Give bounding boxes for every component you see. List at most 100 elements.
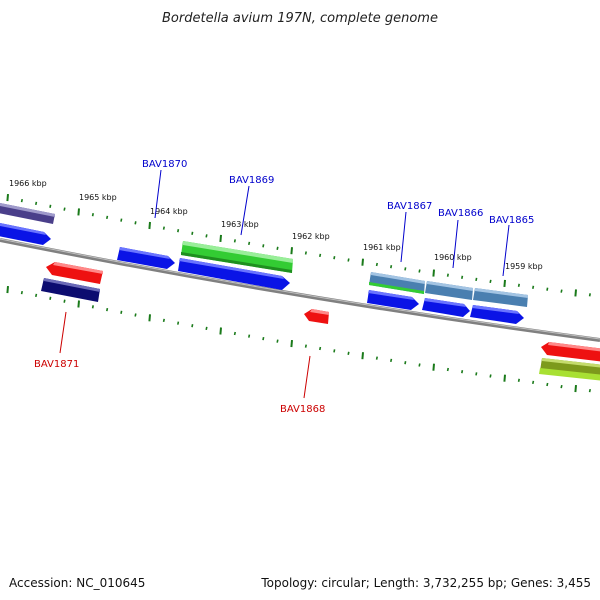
- lower-scale-tick: [248, 334, 251, 338]
- upper-scale-tick: [77, 208, 80, 216]
- lower-scale-tick: [319, 346, 322, 351]
- gene-feature-steel-3[interactable]: [473, 288, 528, 307]
- upper-scale-tick: [177, 229, 180, 233]
- lower-scale-tick: [191, 324, 194, 328]
- upper-scale-tick: [219, 234, 222, 242]
- lower-scale-tick: [262, 336, 265, 341]
- lower-scale-tick: [560, 384, 563, 389]
- lower-scale-tick: [532, 380, 535, 385]
- upper-scale-tick: [248, 241, 251, 246]
- upper-scale-tick: [290, 247, 293, 255]
- lower-scale-tick: [77, 300, 80, 308]
- upper-scale-tick: [205, 234, 208, 238]
- gene-feature-blue-4[interactable]: [367, 290, 419, 310]
- lower-scale-tick: [6, 286, 9, 294]
- lower-scale-tick: [162, 318, 165, 323]
- gene-features: [0, 203, 600, 381]
- upper-scale-tick: [262, 244, 265, 248]
- gene-feature-blue-6[interactable]: [470, 305, 524, 324]
- gene-feature-steel-1[interactable]: [369, 272, 425, 294]
- upper-scale-tick: [91, 213, 94, 217]
- gene-label-bav1871[interactable]: BAV1871: [34, 359, 79, 370]
- lower-scale-tick: [120, 310, 123, 314]
- upper-scale-tick: [588, 293, 591, 297]
- upper-scale-tick: [20, 198, 23, 203]
- lower-scale-tick: [503, 374, 506, 382]
- gene-label-bav1869[interactable]: BAV1869: [229, 175, 274, 186]
- lower-scale-tick: [177, 321, 180, 325]
- scale-label-1961: 1961 kbp: [363, 243, 401, 252]
- lower-scale-tick: [134, 313, 137, 317]
- label-leader-lines: [59, 169, 510, 399]
- upper-scale-tick: [446, 273, 449, 277]
- lower-scale-tick: [20, 290, 23, 295]
- lower-scale-tick: [205, 326, 208, 331]
- lower-scale-tick: [461, 370, 464, 374]
- scale-label-1965: 1965 kbp: [79, 193, 117, 202]
- gene-feature-blue-1[interactable]: [0, 222, 51, 245]
- upper-scale-tick: [148, 221, 151, 230]
- upper-scale-tick: [134, 221, 137, 225]
- upper-scale-tick: [304, 251, 307, 255]
- gene-feature-red-1[interactable]: [46, 262, 103, 284]
- lower-scale-tick: [347, 351, 350, 355]
- upper-scale-tick: [233, 239, 236, 243]
- upper-scale-tick: [191, 231, 194, 235]
- upper-scale-tick: [574, 289, 577, 297]
- lower-scale-tick: [574, 385, 577, 393]
- gene-feature-navy[interactable]: [41, 278, 100, 302]
- gene-label-bav1866[interactable]: BAV1866: [438, 208, 483, 219]
- scale-label-1966: 1966 kbp: [9, 179, 47, 188]
- lower-scale-tick: [361, 352, 364, 360]
- lower-scale-tick: [446, 367, 449, 372]
- lower-scale-tick: [35, 293, 38, 298]
- upper-scale-tick: [162, 226, 165, 230]
- gene-label-bav1868[interactable]: BAV1868: [280, 404, 325, 415]
- gene-feature-steel-2[interactable]: [425, 281, 473, 300]
- lower-scale-tick: [489, 374, 492, 378]
- gene-feature-blue-5[interactable]: [422, 298, 470, 317]
- scale-label-1964: 1964 kbp: [150, 207, 188, 216]
- lower-scale-tick: [390, 358, 393, 363]
- upper-scale-tick: [418, 269, 421, 273]
- gene-label-bav1870[interactable]: BAV1870: [142, 159, 187, 170]
- lower-scale-tick: [404, 361, 407, 365]
- gene-label-bav1867[interactable]: BAV1867: [387, 201, 432, 212]
- map-title: Bordetella avium 197N, complete genome: [162, 11, 438, 26]
- upper-scale-tick: [63, 207, 66, 211]
- scale-label-1959: 1959 kbp: [505, 262, 543, 271]
- upper-scale-tick: [532, 285, 535, 289]
- upper-scale-tick: [276, 246, 279, 250]
- upper-scale-tick: [6, 194, 9, 202]
- gene-feature-blue-3[interactable]: [178, 258, 290, 290]
- upper-scale-tick: [361, 258, 364, 266]
- lower-scale-tick: [304, 344, 307, 348]
- genome-summary-text: Topology: circular; Length: 3,732,255 bp…: [260, 576, 591, 590]
- accession-text: Accession: NC_010645: [9, 576, 145, 590]
- lower-scale-tick: [375, 356, 378, 360]
- gene-feature-lime[interactable]: [539, 368, 600, 381]
- scale-label-1960: 1960 kbp: [434, 253, 472, 262]
- upper-scale-tick: [319, 253, 322, 258]
- upper-scale-tick: [517, 283, 520, 287]
- upper-scale-tick: [461, 275, 464, 279]
- lower-scale-ticks: [6, 286, 591, 393]
- lower-scale-tick: [432, 363, 435, 371]
- upper-scale-tick: [503, 279, 506, 287]
- upper-scale-tick: [333, 256, 336, 260]
- lower-scale-tick: [290, 340, 293, 348]
- gene-feature-blue-2[interactable]: [117, 247, 175, 269]
- upper-scale-tick: [120, 218, 123, 222]
- lower-scale-tick: [148, 314, 151, 322]
- scale-label-1962: 1962 kbp: [292, 232, 330, 241]
- upper-scale-tick: [35, 201, 38, 206]
- upper-scale-tick: [489, 279, 492, 284]
- gene-label-bav1865[interactable]: BAV1865: [489, 215, 534, 226]
- genome-backbone: [0, 238, 600, 342]
- lower-scale-tick: [517, 378, 520, 382]
- upper-scale-ticks: [6, 194, 591, 297]
- scale-label-1963: 1963 kbp: [221, 220, 259, 229]
- upper-scale-tick: [390, 265, 393, 269]
- lower-scale-tick: [418, 363, 421, 367]
